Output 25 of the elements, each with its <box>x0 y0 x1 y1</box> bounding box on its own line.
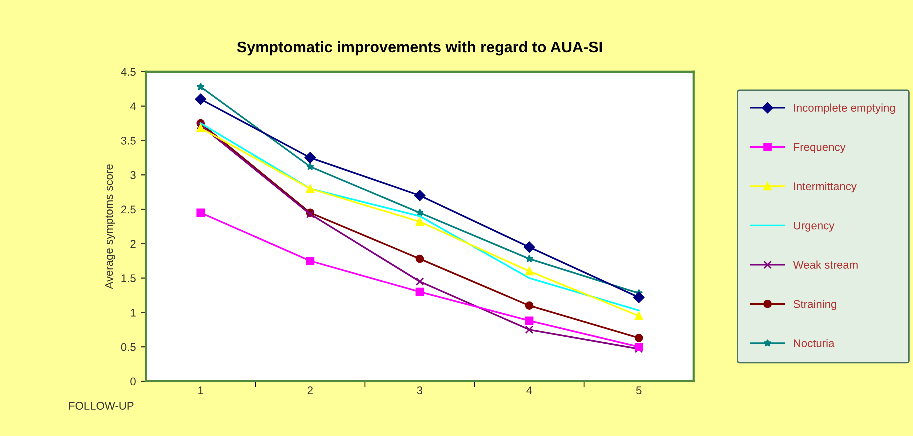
y-tick-label: 1.5 <box>122 274 136 282</box>
chart-title: Symptomatic improvements with regard to AUA-SI <box>237 41 602 56</box>
legend-label: Weak stream <box>793 260 858 269</box>
y-tick-label: 0 <box>130 378 136 386</box>
x-tick-label: 4 <box>526 386 532 394</box>
y-tick-label: 0.5 <box>121 343 136 352</box>
y-tick-label: 3.5 <box>121 137 136 145</box>
y-tick-label: 3 <box>130 171 136 180</box>
legend-label: Frequency <box>794 143 846 154</box>
y-tick-label: 4 <box>130 102 136 110</box>
x-tick-label: 2 <box>308 386 313 394</box>
x-tick-label: 3 <box>417 386 423 395</box>
y-tick-label: 2 <box>130 240 136 248</box>
x-axis-title: FOLLOW-UP <box>69 402 134 410</box>
y-axis-title: Average symptoms score <box>105 164 116 290</box>
legend-label: Intermittancy <box>794 182 857 193</box>
x-tick-label: 1 <box>198 386 204 394</box>
legend-label: Nocturia <box>794 339 835 348</box>
legend-label: Straining <box>794 300 836 310</box>
y-tick-label: 4.5 <box>121 68 136 76</box>
legend-label: Incomplete emptying <box>794 104 896 114</box>
y-tick-label: 2.5 <box>121 206 136 214</box>
y-tick-label: 1 <box>131 309 136 317</box>
x-tick-label: 5 <box>636 386 642 395</box>
legend-label: Urgency <box>794 222 835 232</box>
